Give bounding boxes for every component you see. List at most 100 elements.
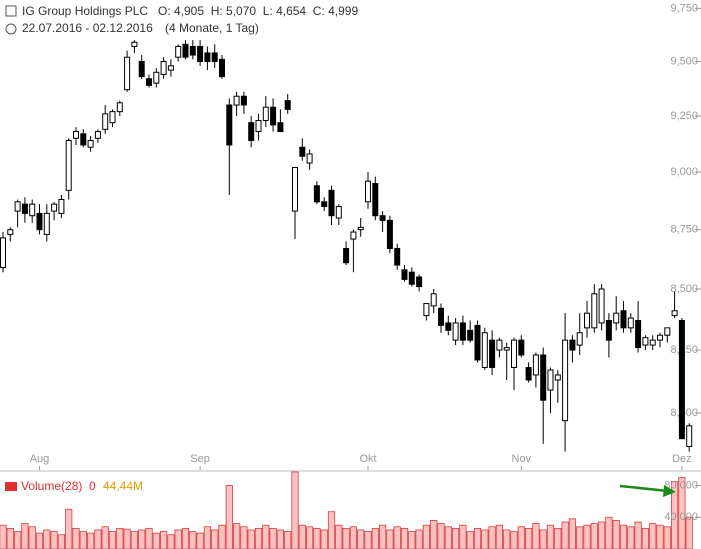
volume-bar <box>50 531 58 549</box>
candle-body <box>14 201 21 212</box>
candle-body <box>474 324 481 361</box>
candle-body <box>372 182 379 217</box>
volume-bar <box>276 529 285 549</box>
candle-body <box>518 339 525 356</box>
candle-body <box>43 212 50 235</box>
volume-bar <box>269 527 277 549</box>
candle-body <box>627 317 634 329</box>
volume-bar <box>656 524 664 549</box>
volume-bar <box>495 524 504 549</box>
volume-bar <box>568 518 577 549</box>
y-tick-label: 9,000 <box>670 166 698 178</box>
volume-bar <box>488 526 496 549</box>
candle-body <box>182 43 189 58</box>
volume-bar <box>408 531 416 549</box>
candle-body <box>226 104 233 146</box>
candle-body <box>386 219 393 249</box>
volume-bar <box>225 485 233 549</box>
candle-body <box>146 78 152 86</box>
candle-body <box>306 153 313 164</box>
candle-body <box>635 320 642 349</box>
candle-body <box>124 56 131 91</box>
candle-body <box>496 339 503 351</box>
volume-bar <box>554 527 562 549</box>
candle-body <box>197 45 204 62</box>
candle-body <box>613 312 620 324</box>
volume-bar <box>28 526 36 549</box>
candle-body <box>321 201 328 207</box>
candle-body <box>678 320 685 440</box>
volume-bar <box>203 526 211 549</box>
volume-bar <box>108 531 117 549</box>
volume-bar <box>189 531 197 549</box>
volume-bar <box>378 524 387 549</box>
volume-bar <box>430 520 438 549</box>
candle-body <box>438 307 444 326</box>
volume-bar <box>444 526 452 549</box>
volume-bar <box>152 532 160 549</box>
candle-body <box>80 133 87 146</box>
volume-bar <box>393 526 401 549</box>
volume-bar <box>634 521 642 549</box>
volume-bar <box>72 527 80 549</box>
volume-bar <box>437 523 445 549</box>
candle-body <box>511 339 517 368</box>
legend: Volume(28) 0 44,44M <box>5 479 143 493</box>
candle-body <box>649 339 656 346</box>
candle-body <box>109 111 116 124</box>
candle-body <box>211 52 218 62</box>
volume-bar <box>65 508 73 549</box>
candle-body <box>620 310 627 329</box>
candle-body <box>240 95 247 106</box>
volume-bar <box>546 524 555 549</box>
clock-icon <box>5 23 17 35</box>
candle-body <box>584 312 590 329</box>
candle-body <box>605 320 612 341</box>
volume-bar <box>116 527 124 549</box>
volume-bar <box>641 527 650 549</box>
volume-bar <box>35 532 44 549</box>
volume-bar <box>539 529 547 549</box>
volume-bar <box>605 516 613 549</box>
volume-bar <box>181 527 190 549</box>
volume-bar <box>473 527 482 549</box>
volume-bar <box>503 529 511 549</box>
candle-body <box>153 71 160 84</box>
candle-body <box>270 106 277 126</box>
candle-body <box>94 131 101 139</box>
volume-bar <box>481 529 489 549</box>
candle-body <box>423 302 430 317</box>
volume-bar <box>400 527 409 549</box>
y-tick-label: 40,000 <box>664 511 698 523</box>
y-tick-label: 9,500 <box>670 55 698 67</box>
volume-bar <box>284 531 292 549</box>
menu-icon[interactable] <box>5 5 17 17</box>
volume-bar <box>451 527 460 549</box>
chart-title: IG Group Holdings PLC <box>22 4 148 18</box>
candle-body <box>21 203 28 214</box>
candle-body <box>350 231 357 240</box>
candle-body <box>65 140 72 191</box>
candle-body <box>467 329 474 341</box>
volume-bar <box>138 529 146 549</box>
volume-bar <box>232 523 241 549</box>
volume-bar <box>335 524 343 549</box>
candle-body <box>189 45 196 56</box>
arrow <box>619 484 676 497</box>
candle-body <box>591 293 598 329</box>
candle-body <box>562 339 569 422</box>
volume-bar <box>364 531 372 549</box>
x-tick-label: Dez <box>672 453 692 465</box>
volume-bar <box>627 526 635 549</box>
candle-body <box>657 334 663 341</box>
candle-body <box>204 52 211 62</box>
volume-bar <box>13 531 22 549</box>
volume-bar <box>678 477 686 549</box>
candle-body <box>642 337 649 346</box>
volume-bar <box>291 471 299 549</box>
candle-body <box>576 332 583 346</box>
legend-icon <box>5 482 17 491</box>
volume-bar <box>371 527 379 549</box>
legend-value: 0 <box>89 479 96 493</box>
